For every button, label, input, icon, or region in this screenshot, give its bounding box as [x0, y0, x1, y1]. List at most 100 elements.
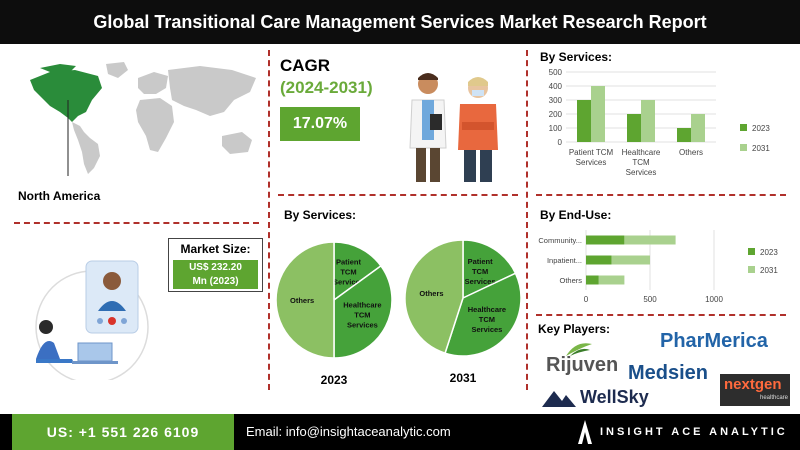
pie-slice-label: Patient — [468, 257, 494, 266]
bar-services-legend-swatch — [740, 124, 747, 131]
logo-medsien: Medsien — [628, 362, 709, 384]
report-header: Global Transitional Care Management Serv… — [0, 0, 800, 44]
divider-right-lower — [536, 314, 786, 316]
bar-services-ytick: 500 — [549, 68, 563, 77]
bar-services-bar — [591, 86, 605, 142]
bar-enduse-bar — [586, 235, 625, 245]
pie-slice-label: Healthcare — [468, 305, 506, 314]
bar-enduse-bar — [586, 255, 612, 265]
bar-services-bar — [577, 100, 591, 142]
pie-year-label: 2023 — [321, 373, 348, 387]
bar-enduse-bar — [586, 275, 599, 285]
by-services-bar-title: By Services: — [540, 50, 613, 64]
bar-services-bar — [627, 114, 641, 142]
bar-services-ytick: 300 — [549, 96, 563, 105]
bar-services-ytick: 100 — [549, 124, 563, 133]
bar-enduse-ytick: Community... — [538, 236, 582, 245]
logo-rijuven: Rijuven — [546, 340, 619, 380]
market-size-value: US$ 232.20 Mn (2023) — [173, 260, 258, 289]
bar-enduse-legend-label: 2031 — [760, 266, 778, 275]
pie-slice-label: Patient — [336, 258, 362, 267]
footer-phone[interactable]: US: +1 551 226 6109 — [46, 424, 200, 440]
key-players-title: Key Players: — [538, 322, 611, 336]
rijuven-logo-text: Rijuven — [546, 354, 619, 376]
bar-services-ytick: 200 — [549, 110, 563, 119]
brand-logo-icon — [578, 420, 592, 444]
rijuven-leaf-icon — [566, 343, 592, 356]
pie-slice — [404, 239, 464, 355]
region-label: North America — [18, 189, 101, 203]
bar-services-bar — [677, 128, 691, 142]
footer-email[interactable]: Email: info@insightaceanalytic.com — [246, 424, 451, 439]
pie-slice-label: Others — [290, 296, 314, 305]
pie-slice — [275, 241, 335, 359]
cagr-period: (2024-2031) — [280, 78, 373, 97]
bar-enduse-xtick: 1000 — [705, 295, 723, 304]
pie-slice-label: TCM — [479, 315, 495, 324]
bar-services-xtick: Services — [576, 158, 607, 167]
bar-enduse-legend-swatch — [748, 266, 755, 273]
logo-nextgen: nextgen healthcare — [720, 374, 790, 406]
by-end-use-bar-chart: 0 500 1000 Community... Inpatient... Others 20… — [538, 230, 778, 304]
divider-right-upper — [536, 194, 786, 196]
divider-right — [526, 50, 528, 390]
by-end-use-title: By End-Use: — [540, 208, 612, 222]
logo-pharmerica: PharMerica — [660, 330, 768, 352]
divider-left — [268, 50, 270, 390]
bar-enduse-legend-label: 2023 — [760, 248, 778, 257]
divider-middle — [278, 194, 518, 196]
pie-slice-label: Healthcare — [343, 300, 381, 309]
market-size-title: Market Size: — [180, 242, 251, 256]
by-services-pie-title: By Services: — [284, 208, 357, 222]
cagr-value: 17.07% — [280, 107, 360, 141]
pie-slice-label: Services — [347, 320, 378, 329]
logo-wellsky: WellSky — [542, 385, 652, 411]
market-size-value-line1: US$ 232.20 — [189, 262, 242, 273]
bar-enduse-legend-swatch — [748, 248, 755, 255]
report-title: Global Transitional Care Management Serv… — [93, 12, 707, 32]
pie-year-label: 2031 — [450, 371, 477, 385]
pie-slice — [462, 239, 517, 300]
nextgen-logo-sub: healthcare — [760, 395, 789, 401]
footer-phone-box: US: +1 551 226 6109 — [12, 414, 234, 450]
pie-slice — [333, 264, 393, 359]
bar-enduse-ytick: Others — [559, 276, 582, 285]
bar-services-ytick: 400 — [549, 82, 563, 91]
pie-slice-label: Services — [333, 278, 364, 287]
pie-slice-label: TCM — [354, 310, 370, 319]
pie-slice — [333, 241, 382, 302]
bar-services-xtick: Others — [679, 148, 703, 157]
market-size-box: Market Size: US$ 232.20 Mn (2023) — [168, 238, 263, 292]
pie-chart-2031: PatientTCMServicesHealthcareTCMServicesO… — [404, 239, 522, 385]
bar-enduse-bar — [624, 235, 676, 245]
wellsky-mountain-icon — [542, 391, 576, 407]
wellsky-logo-text: WellSky — [580, 387, 649, 407]
footer-brand: INSIGHT ACE ANALYTIC — [600, 426, 788, 438]
pie-slice-label: Others — [419, 289, 443, 298]
cagr-title: CAGR — [280, 56, 331, 75]
pie-chart-2023: PatientTCMServicesHealthcareTCMServicesO… — [275, 241, 393, 387]
world-map-icon — [30, 62, 256, 176]
pie-slice-label: TCM — [472, 267, 488, 276]
bar-services-ytick: 0 — [558, 138, 563, 147]
pie-slice-label: Services — [471, 325, 502, 334]
bar-services-legend-label: 2031 — [752, 144, 770, 153]
bar-services-xtick: Healthcare — [622, 148, 661, 157]
bar-services-xtick: TCM — [632, 158, 650, 167]
divider-region — [14, 222, 259, 224]
pie-slice-label: Services — [465, 277, 496, 286]
pie-slice — [444, 272, 522, 357]
pie-slice-label: TCM — [340, 268, 356, 277]
doctor-patient-illustration-icon — [409, 73, 498, 182]
nextgen-logo-text: nextgen — [724, 376, 782, 393]
bar-enduse-xtick: 0 — [584, 295, 589, 304]
bar-services-xtick: Services — [626, 168, 657, 177]
bar-enduse-ytick: Inpatient... — [547, 256, 582, 265]
bar-services-bar — [641, 100, 655, 142]
bar-services-legend-label: 2023 — [752, 124, 770, 133]
telehealth-illustration-icon — [35, 260, 149, 380]
bar-enduse-bar — [611, 255, 650, 265]
bar-enduse-bar — [598, 275, 625, 285]
bar-enduse-xtick: 500 — [643, 295, 657, 304]
